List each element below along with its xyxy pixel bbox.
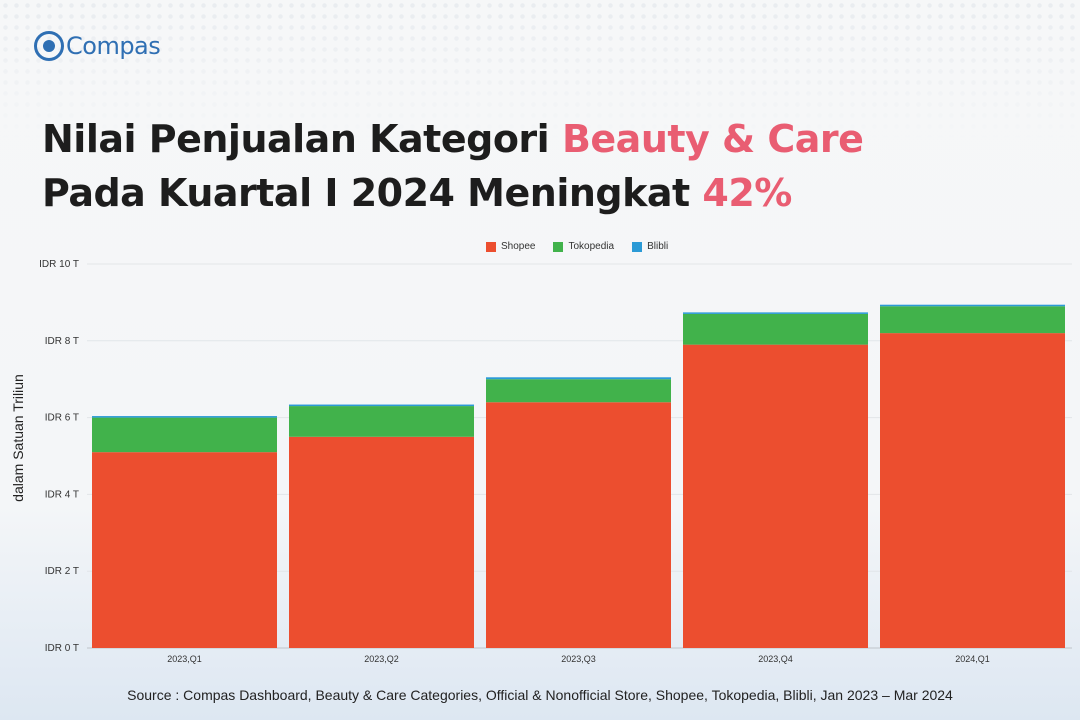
headline-line-2: Pada Kuartal I 2024 Meningkat 42% <box>42 166 1042 220</box>
bar-shopee <box>289 436 474 648</box>
bar-tokopedia <box>92 417 277 453</box>
y-tick-label: IDR 0 T <box>45 643 79 654</box>
legend-swatch-tokopedia <box>553 241 564 252</box>
y-tick-label: IDR 4 T <box>45 489 79 500</box>
chart-legend: Shopee Tokopedia Blibli <box>486 241 668 252</box>
bar-tokopedia <box>486 379 671 403</box>
background-dot-pattern <box>0 0 1080 140</box>
bar-shopee <box>92 452 277 648</box>
legend-label-shopee: Shopee <box>501 241 536 252</box>
bar-shopee <box>486 402 671 648</box>
legend-label-blibli: Blibli <box>647 241 669 252</box>
compas-ring-icon <box>34 31 64 61</box>
x-tick-label: 2024,Q1 <box>955 654 990 664</box>
headline-line-1-text: Nilai Penjualan Kategori <box>42 117 562 161</box>
bar-shopee <box>683 344 868 648</box>
bar-tokopedia <box>683 313 868 345</box>
headline-category-highlight: Beauty & Care <box>561 117 864 161</box>
logo-text: Compas <box>66 32 161 60</box>
bar-shopee <box>880 333 1065 648</box>
x-tick-label: 2023,Q1 <box>167 654 202 664</box>
bar-blibli <box>486 377 671 380</box>
headline-line-1: Nilai Penjualan Kategori Beauty & Care <box>42 112 1042 166</box>
bar-blibli <box>92 416 277 418</box>
legend-item-shopee: Shopee <box>486 241 535 252</box>
legend-label-tokopedia: Tokopedia <box>568 241 615 252</box>
x-tick-label: 2023,Q3 <box>561 654 596 664</box>
bar-blibli <box>880 304 1065 307</box>
bar-blibli <box>289 404 474 407</box>
y-tick-label: IDR 2 T <box>45 566 79 577</box>
headline-growth-highlight: 42% <box>702 171 792 215</box>
legend-item-tokopedia: Tokopedia <box>553 241 614 252</box>
x-tick-label: 2023,Q4 <box>758 654 793 664</box>
headline: Nilai Penjualan Kategori Beauty & Care P… <box>42 112 1042 220</box>
y-tick-label: IDR 10 T <box>39 259 79 270</box>
bar-blibli <box>683 312 868 314</box>
compas-logo: Compas <box>34 26 161 66</box>
legend-swatch-shopee <box>486 241 496 252</box>
x-tick-label: 2023,Q2 <box>364 654 399 664</box>
legend-swatch-blibli <box>632 241 643 252</box>
legend-item-blibli: Blibli <box>632 241 668 252</box>
y-tick-label: IDR 6 T <box>45 413 79 424</box>
source-note: Source : Compas Dashboard, Beauty & Care… <box>127 687 953 703</box>
bar-tokopedia <box>880 306 1065 334</box>
headline-line-2-text: Pada Kuartal I 2024 Meningkat <box>42 171 703 215</box>
y-tick-label: IDR 8 T <box>45 336 79 347</box>
bar-tokopedia <box>289 406 474 437</box>
